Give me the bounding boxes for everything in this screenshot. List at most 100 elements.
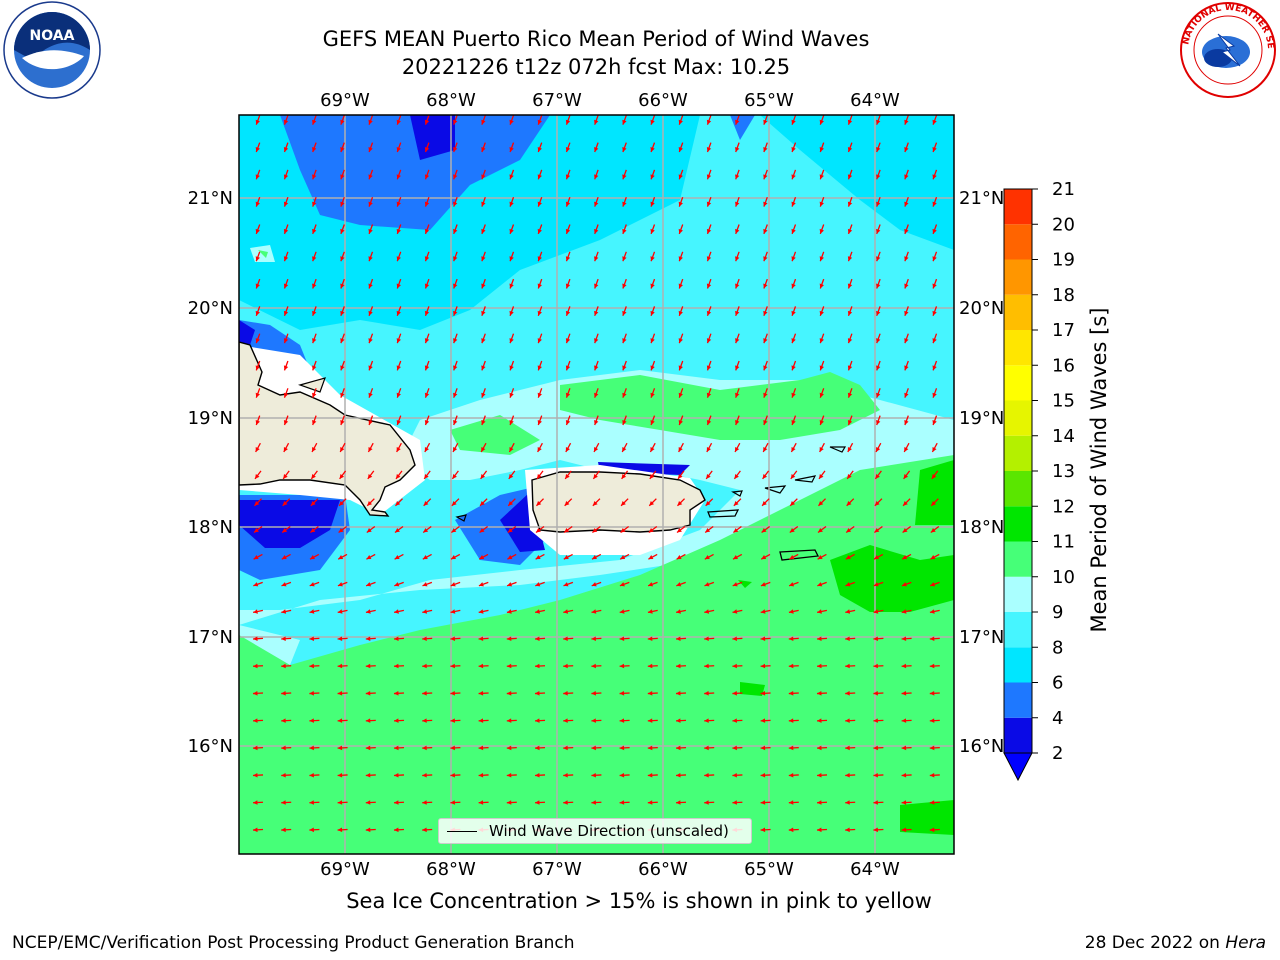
wind-wave-arrowhead [309, 800, 314, 805]
wind-wave-arrowhead [791, 119, 796, 125]
wind-wave-arrowhead [422, 772, 427, 778]
wind-wave-arrowhead [481, 174, 486, 180]
wind-wave-arrowhead [368, 228, 373, 234]
wind-wave-arrowhead [255, 338, 260, 344]
wind-wave-arrowhead [819, 420, 824, 425]
wind-wave-arrowhead [791, 310, 796, 316]
wind-wave-arrowhead [819, 228, 824, 234]
wind-wave-arrowhead [368, 119, 373, 125]
wind-wave-arrowhead [704, 691, 709, 696]
wind-wave-arrowhead [902, 528, 908, 533]
wind-wave-arrowhead [732, 745, 737, 751]
wind-wave-arrowhead [283, 338, 289, 344]
wind-wave-arrowhead [509, 147, 514, 152]
lat-label-right: 17°N [959, 627, 1004, 648]
wind-wave-arrowhead [817, 745, 822, 751]
wind-wave-arrowhead [763, 147, 768, 152]
wind-wave-arrowhead [396, 392, 401, 398]
colorbar-segment [1004, 365, 1032, 401]
wind-wave-arrowhead [650, 365, 655, 371]
wind-wave-arrowhead [788, 718, 794, 723]
virgin-islands [764, 485, 787, 494]
wind-wave-arrowhead [481, 365, 486, 371]
wind-wave-arrowhead [873, 800, 878, 805]
lat-label-left: 19°N [188, 408, 233, 429]
wind-wave-arrowhead [478, 609, 484, 614]
wind-wave-arrowhead [481, 338, 486, 344]
wind-wave-arrowhead [594, 256, 599, 262]
wind-wave-arrowhead [676, 663, 681, 669]
wind-wave-arrowhead [340, 119, 345, 125]
wind-wave-arrowhead [788, 636, 794, 641]
wind-wave-arrowhead [845, 827, 850, 833]
wind-wave-arrowhead [563, 800, 568, 805]
colorbar-tick-label: 18 [1052, 285, 1075, 306]
wind-wave-arrowhead [565, 310, 571, 316]
wind-wave-arrowhead [622, 174, 627, 180]
wind-wave-arrowhead [704, 663, 709, 669]
wind-wave-arrowhead [312, 420, 317, 425]
wind-wave-arrowhead [819, 119, 824, 125]
wind-wave-arrowhead [424, 473, 429, 479]
wind-wave-arrowhead [563, 636, 568, 641]
wind-wave-arrowhead [763, 228, 768, 234]
sea-ice-note: Sea Ice Concentration > 15% is shown in … [346, 889, 932, 913]
wind-wave-arrowhead [819, 473, 824, 479]
map-plot-area [239, 115, 954, 854]
wind-wave-arrowhead [706, 392, 712, 398]
wind-wave-arrowhead [619, 745, 625, 751]
wind-wave-arrowhead [394, 772, 399, 778]
wind-wave-arrowhead [819, 201, 824, 207]
wind-wave-arrowhead [819, 256, 824, 262]
wind-wave-arrowhead [591, 772, 596, 778]
wind-wave-arrowhead [705, 528, 711, 533]
wind-wave-arrowhead [901, 663, 907, 669]
wind-wave-arrowhead [283, 119, 289, 125]
colorbar-tick-label: 19 [1052, 250, 1075, 271]
wind-wave-arrowhead [904, 310, 909, 316]
wind-wave-arrowhead [732, 663, 737, 669]
wind-wave-arrowhead [790, 473, 796, 479]
wind-wave-arrowhead [930, 582, 936, 587]
wind-wave-arrowhead [255, 201, 260, 207]
colorbar-under-arrow [1003, 752, 1033, 782]
wind-wave-arrowhead [873, 636, 878, 641]
wind-wave-arrowhead [453, 392, 458, 398]
wind-wave-arrowhead [396, 473, 401, 479]
wind-wave-arrowhead [732, 718, 737, 723]
wind-wave-arrowhead [902, 555, 908, 560]
footer-date-text: 28 Dec 2022 on [1084, 933, 1226, 953]
wind-wave-arrowhead [453, 420, 458, 425]
wind-wave-arrowhead [253, 663, 258, 669]
wind-wave-arrowhead [481, 256, 486, 262]
wind-wave-arrowhead [281, 582, 287, 587]
wind-wave-arrowhead [845, 636, 850, 641]
wind-wave-arrowhead [619, 663, 625, 669]
wind-wave-arrowhead [620, 528, 626, 533]
lon-label-top: 68°W [426, 90, 476, 111]
wind-wave-arrowhead [845, 745, 850, 751]
wind-wave-arrowhead [732, 691, 737, 696]
wind-wave-arrowhead [255, 420, 260, 425]
wind-wave-arrowhead [876, 174, 881, 180]
wind-wave-arrowhead [847, 283, 853, 289]
wind-wave-arrowhead [594, 338, 599, 344]
contour-2-4s-north [280, 115, 550, 230]
wind-wave-arrowhead [450, 772, 455, 778]
wind-wave-arrowhead [365, 609, 371, 614]
wind-wave-arrowhead [255, 283, 260, 289]
wind-wave-arrowhead [904, 256, 909, 262]
wind-wave-arrowhead [594, 228, 599, 234]
wind-wave-arrowhead [535, 555, 541, 560]
wind-wave-arrowhead [282, 500, 288, 506]
wind-wave-arrowhead [876, 283, 881, 289]
wind-wave-arrowhead [394, 745, 399, 751]
wind-wave-arrowhead [394, 663, 399, 669]
wind-wave-arrowhead [254, 500, 260, 506]
wind-wave-arrowhead [845, 609, 851, 614]
wind-wave-arrowhead [309, 555, 315, 560]
wind-wave-arrowhead [563, 555, 569, 560]
wind-wave-arrowhead [422, 636, 427, 641]
wind-wave-arrowhead [876, 256, 881, 262]
wind-wave-arrowhead [507, 582, 513, 587]
